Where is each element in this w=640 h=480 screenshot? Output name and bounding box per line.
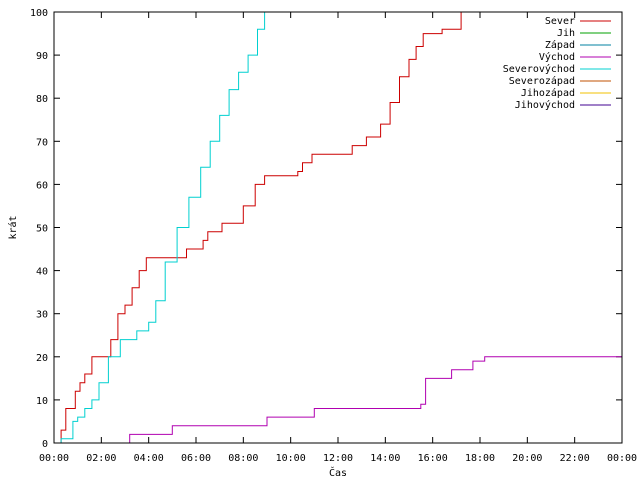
legend-label: Jihovýchod: [515, 99, 575, 111]
x-tick-label: 00:00: [39, 453, 69, 464]
x-tick-label: 00:00: [607, 453, 637, 464]
legend-entry: Jihozápad: [521, 87, 611, 99]
legend-label: Sever: [545, 16, 575, 27]
plot-frame: [53, 11, 623, 444]
x-tick-label: 20:00: [512, 453, 542, 464]
ticks-layer: 0 10 20 30 40 50 60 70 80 90 100 00:00 02:00 04:00 06:…: [30, 8, 637, 464]
y-tick-label: 90: [36, 51, 48, 62]
legend-label: Severovýchod: [503, 63, 575, 75]
x-tick-label: 10:00: [276, 453, 306, 464]
x-tick-label: 02:00: [86, 453, 116, 464]
x-tick-label: 16:00: [418, 453, 448, 464]
x-tick-label: 22:00: [560, 453, 590, 464]
x-axis-label: Čas: [329, 466, 347, 479]
y-tick-label: 40: [36, 267, 48, 278]
y-tick-label: 80: [36, 94, 48, 105]
y-tick-label: 30: [36, 310, 48, 321]
legend: SeverJihZápadVýchodSeverovýchodSeverozáp…: [503, 16, 611, 111]
x-tick-label: 18:00: [465, 453, 495, 464]
x-tick-label: 12:00: [323, 453, 353, 464]
series-line: [54, 11, 622, 444]
legend-label: Jihozápad: [521, 87, 575, 99]
series-layer: [54, 11, 622, 444]
series-line: [54, 356, 622, 444]
legend-entry: Jihovýchod: [515, 99, 611, 111]
y-tick-label: 50: [36, 224, 48, 235]
legend-entry: Jih: [557, 28, 611, 39]
x-tick-label: 06:00: [181, 453, 211, 464]
y-tick-label: 20: [36, 353, 48, 364]
y-axis-label: krát: [7, 215, 19, 239]
y-tick-label: 100: [30, 8, 48, 19]
legend-entry: Severovýchod: [503, 63, 611, 75]
y-tick-label: 10: [36, 396, 48, 407]
legend-entry: Východ: [539, 51, 611, 63]
legend-entry: Sever: [545, 16, 611, 27]
series-line: [54, 11, 622, 444]
x-tick-label: 04:00: [134, 453, 164, 464]
y-tick-label: 0: [42, 439, 48, 450]
x-tick-label: 14:00: [370, 453, 400, 464]
legend-entry: Západ: [545, 39, 611, 51]
legend-label: Západ: [545, 39, 575, 51]
legend-entry: Severozápad: [509, 75, 611, 87]
legend-label: Východ: [539, 51, 575, 63]
legend-label: Jih: [557, 28, 575, 39]
legend-label: Severozápad: [509, 75, 575, 87]
x-tick-label: 08:00: [228, 453, 258, 464]
y-tick-label: 70: [36, 137, 48, 148]
y-tick-label: 60: [36, 180, 48, 191]
